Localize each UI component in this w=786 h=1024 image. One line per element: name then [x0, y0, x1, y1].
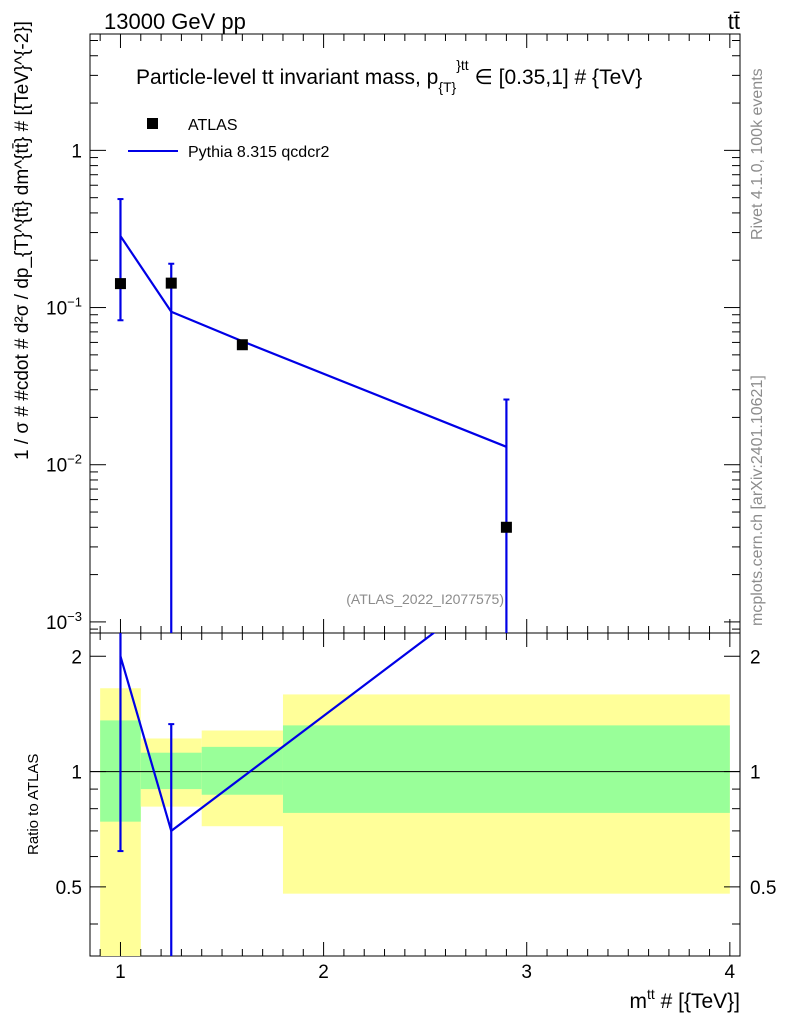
chart-title: Particle-level tt invariant mass, p{T}}t… — [136, 57, 642, 95]
data-point-0 — [114, 278, 126, 290]
analysis-watermark: (ATLAS_2022_I2077575) — [346, 591, 504, 607]
header-right: tt̄ — [728, 9, 740, 34]
mcplots-label: mcplots.cern.ch [arXiv:2401.10621] — [749, 375, 766, 626]
x-tick-label: 4 — [725, 962, 736, 983]
data-point-1 — [165, 277, 177, 289]
band-inner-2 — [201, 746, 283, 795]
ratio-tick-label-right: 1 — [750, 763, 761, 784]
y-axis-label: 1 / σ # #cdot # d²σ / dp_{T}^{tt̄} dm^{t… — [12, 21, 33, 460]
ratio-bands — [100, 688, 730, 956]
legend-data-marker — [147, 118, 158, 129]
y-tick-label: 10−1 — [46, 295, 82, 320]
legend-data-label: ATLAS — [188, 117, 238, 134]
ratio-tick-label: 1 — [71, 763, 82, 784]
mc-line — [119, 235, 507, 448]
ratio-tick-label-right: 2 — [750, 647, 761, 668]
mc-series — [117, 198, 510, 633]
x-tick-label: 1 — [115, 962, 126, 983]
ratio-tick-label: 2 — [71, 647, 82, 668]
ratio-axis-label: Ratio to ATLAS — [25, 754, 42, 855]
ratio-panel-frame — [89, 632, 741, 957]
axis-ticks: 1 2 3 4 1 10−1 10−2 10−3 0.5 0.5 1 1 2 2 — [46, 34, 776, 983]
y-tick-label: 1 — [71, 141, 82, 162]
ratio-series — [117, 633, 436, 956]
header-left: 13000 GeV pp — [104, 9, 246, 34]
ratio-tick-label-right: 0.5 — [750, 878, 776, 899]
x-tick-label: 3 — [521, 962, 532, 983]
y-tick-label: 10−2 — [46, 452, 82, 477]
x-axis-label: mtt # [{TeV}] — [629, 986, 740, 1013]
rivet-label: Rivet 4.1.0, 100k events — [749, 68, 766, 240]
data-series — [114, 277, 512, 533]
y-tick-label: 10−3 — [46, 609, 82, 634]
data-point-3 — [500, 521, 512, 533]
ratio-tick-label: 0.5 — [56, 878, 82, 899]
legend-mc-label: Pythia 8.315 qcdcr2 — [188, 144, 330, 161]
x-tick-label: 2 — [318, 962, 329, 983]
data-point-2 — [236, 339, 248, 351]
ratio-mc-group — [117, 633, 436, 956]
band-inner-3 — [282, 725, 730, 813]
